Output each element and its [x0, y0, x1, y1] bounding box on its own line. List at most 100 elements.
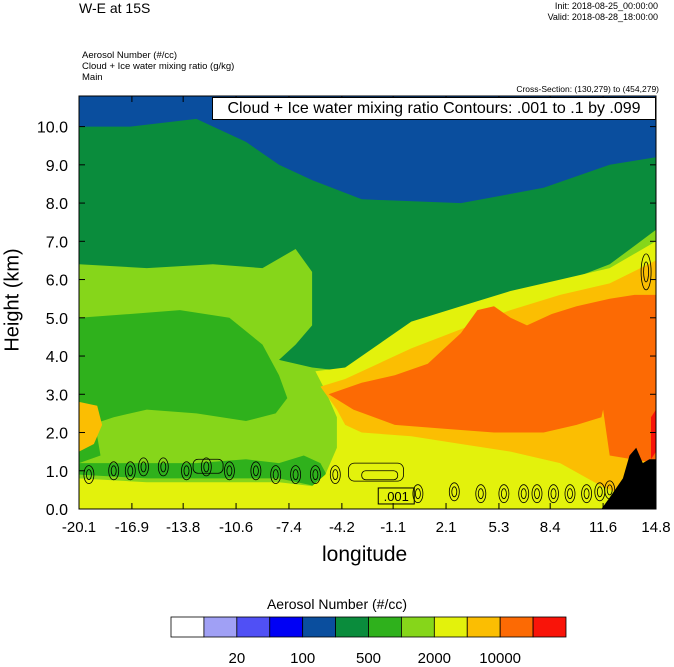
contour-loop-0	[83, 465, 95, 485]
colorbar-swatch-9	[466, 616, 501, 638]
x-tick-label-5: -4.2	[329, 519, 355, 536]
colorbar-tick-label-0: 20	[228, 650, 245, 667]
colorbar-swatch-5	[335, 616, 369, 638]
contour-loop-inner-16	[500, 488, 507, 500]
y-tick-label-1: 1.0	[46, 464, 68, 481]
x-tick-label-4: -7.4	[276, 519, 302, 536]
x-tick-label-2: -13.8	[166, 519, 200, 536]
x-tick-label-0: -20.1	[62, 519, 96, 536]
colorbar-swatch-8	[433, 616, 468, 638]
colorbar-swatch-1	[203, 616, 238, 638]
x-tick-label-7: 2.1	[436, 519, 457, 536]
colorbar-swatch-3	[269, 616, 304, 638]
y-tick-label-5: 5.0	[46, 311, 68, 328]
terrain-mask	[601, 447, 656, 509]
colorbar-swatch-4	[302, 616, 336, 638]
heatmap-fills	[79, 96, 656, 510]
cross-section-label: Cross-Section: (130,279) to (454,279)	[516, 84, 659, 94]
contour-label-box	[377, 487, 415, 505]
contour-cell-central	[348, 462, 404, 482]
colorbar-tick-label-1: 100	[290, 650, 315, 667]
contour-loop-4	[157, 457, 169, 477]
contour-loop-inner-6	[203, 461, 210, 473]
colorbar-swatch-6	[368, 616, 402, 638]
contour-cell-west	[192, 458, 224, 474]
colorbar-tick-label-2: 500	[356, 650, 381, 667]
contour-loop-inner-15	[477, 488, 484, 500]
contour-info-box: Cloud + Ice water mixing ratio Contours:…	[212, 97, 656, 120]
init-time: Init: 2018-08-25_00:00:00	[554, 1, 658, 11]
contour-loop-8	[250, 461, 262, 481]
contour-loop-inner-21	[583, 488, 590, 500]
contour-loop-inner-9	[272, 469, 279, 481]
colorbar-title: Aerosol Number (#/cc)	[266, 596, 408, 612]
contour-loop-inner-17	[520, 488, 527, 500]
contour-loop-11	[309, 465, 321, 485]
contour-loop-6	[200, 457, 212, 477]
colorbar-swatch-0	[170, 616, 205, 638]
contour-loop-19	[548, 484, 559, 504]
y-tick-label-9: 9.0	[46, 158, 68, 175]
contour-loop-inner-20	[567, 488, 573, 500]
contour-loop-9	[270, 465, 282, 485]
colorbar-tick-label-4: 10000	[479, 650, 521, 667]
contour-loop-inner-5	[183, 465, 190, 477]
y-tick-label-2: 2.0	[46, 426, 68, 443]
field-region-0	[79, 96, 656, 204]
contour-loop-inner-24	[643, 261, 649, 283]
y-tick-label-10: 10.0	[37, 120, 68, 137]
contour-loop-5	[181, 461, 192, 481]
field-name-main: Main	[82, 72, 103, 83]
chart-title: W-E at 15S	[79, 0, 151, 16]
field-region-5	[79, 401, 103, 452]
x-tick-label-6: -1.1	[380, 519, 406, 536]
colorbar-swatch-7	[401, 616, 435, 638]
colorbar-tick-label-3: 2000	[418, 650, 451, 667]
contour-loop-15	[475, 484, 487, 504]
plot-frame	[78, 95, 657, 510]
y-tick-label-8: 8.0	[46, 196, 68, 213]
y-tick-label-4: 4.0	[46, 349, 68, 366]
contour-loop-23	[604, 480, 616, 500]
contour-loop-inner-7	[226, 465, 233, 477]
contour-loop-18	[531, 484, 543, 504]
y-tick-label-7: 7.0	[46, 234, 68, 251]
contour-loop-inner-10	[292, 469, 299, 481]
contour-cell-central-inner	[361, 470, 399, 481]
colorbar: 20 100 500 2000 10000	[170, 616, 567, 667]
contour-loop-3	[138, 457, 149, 477]
x-tick-label-3: -10.6	[219, 519, 253, 536]
contour-loop-13	[412, 484, 424, 504]
x-tick-label-8: 5.3	[489, 519, 510, 536]
contour-loop-inner-2	[127, 465, 134, 477]
contour-loop-7	[223, 461, 235, 481]
valid-time: Valid: 2018-08-28_18:00:00	[547, 12, 658, 22]
contour-loop-inner-22	[596, 486, 603, 498]
field-region-7	[328, 294, 656, 464]
field-region-8	[651, 409, 656, 460]
colorbar-swatch-11	[532, 616, 567, 638]
x-tick-label-9: 8.4	[540, 519, 561, 536]
x-tick-label-10: 11.6	[589, 519, 617, 536]
contour-loop-inner-18	[534, 488, 540, 500]
field-region-2	[79, 310, 288, 464]
contour-loop-inner-19	[550, 488, 557, 500]
contour-label: .001	[384, 489, 409, 504]
contour-loop-20	[564, 484, 576, 504]
contour-loop-inner-1	[110, 465, 117, 477]
contour-loop-12	[329, 465, 341, 485]
contour-loop-inner-23	[606, 484, 613, 496]
contour-loop-2	[124, 461, 136, 481]
contour-loop-inner-3	[140, 461, 147, 473]
y-tick-label-6: 6.0	[46, 273, 68, 290]
contour-loop-inner-8	[252, 465, 259, 477]
field-name-aerosol: Aerosol Number (#/cc)	[82, 50, 178, 61]
y-tick-label-0: 0.0	[46, 502, 68, 519]
contour-loop-inner-12	[332, 469, 339, 481]
y-tick-label-3: 3.0	[46, 387, 68, 404]
field-name-cloud: Cloud + Ice water mixing ratio (g/kg)	[82, 61, 235, 72]
contour-loop-10	[290, 465, 302, 485]
colorbar-swatch-2	[236, 616, 271, 638]
y-axis-label: Height (km)	[1, 248, 24, 352]
